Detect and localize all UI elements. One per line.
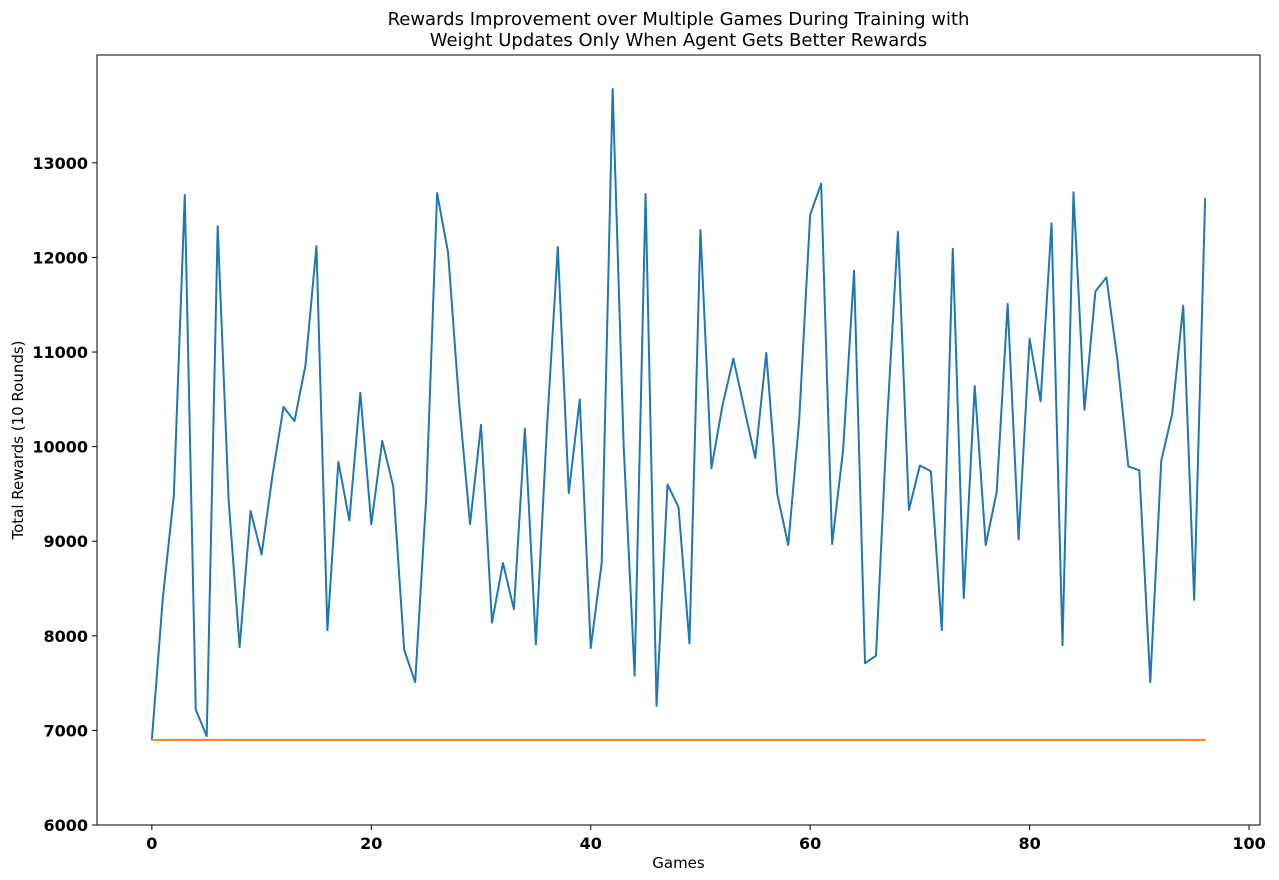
y-tick-label: 9000 (43, 532, 88, 551)
x-tick-label: 20 (360, 834, 382, 853)
chart-title-line: Weight Updates Only When Agent Gets Bett… (430, 30, 927, 51)
y-tick-label: 13000 (32, 154, 88, 173)
x-tick-label: 100 (1232, 834, 1265, 853)
y-tick-label: 7000 (43, 721, 88, 740)
x-tick-label: 40 (580, 834, 602, 853)
y-axis-label: Total Rewards (10 Rounds) (9, 340, 27, 540)
y-tick-label: 12000 (32, 248, 88, 267)
x-tick-label: 0 (146, 834, 157, 853)
x-tick-label: 60 (799, 834, 821, 853)
axis-ticks: 0 20 40 60 80 100 6000 7000 8000 9000 10000 11000 12… (32, 154, 1265, 853)
x-axis-label: Games (652, 854, 705, 872)
x-tick-label: 80 (1018, 834, 1040, 853)
series-group (150, 88, 1207, 741)
chart-title-line: Rewards Improvement over Multiple Games … (388, 9, 970, 30)
plot-frame (96, 54, 1261, 826)
rewards-series-line (150, 88, 1207, 741)
chart-title: Rewards Improvement over Multiple Games … (388, 9, 970, 51)
y-tick-label: 8000 (43, 627, 88, 646)
y-tick-label: 11000 (32, 343, 88, 362)
y-tick-label: 6000 (43, 816, 88, 835)
y-tick-label: 10000 (32, 438, 88, 457)
